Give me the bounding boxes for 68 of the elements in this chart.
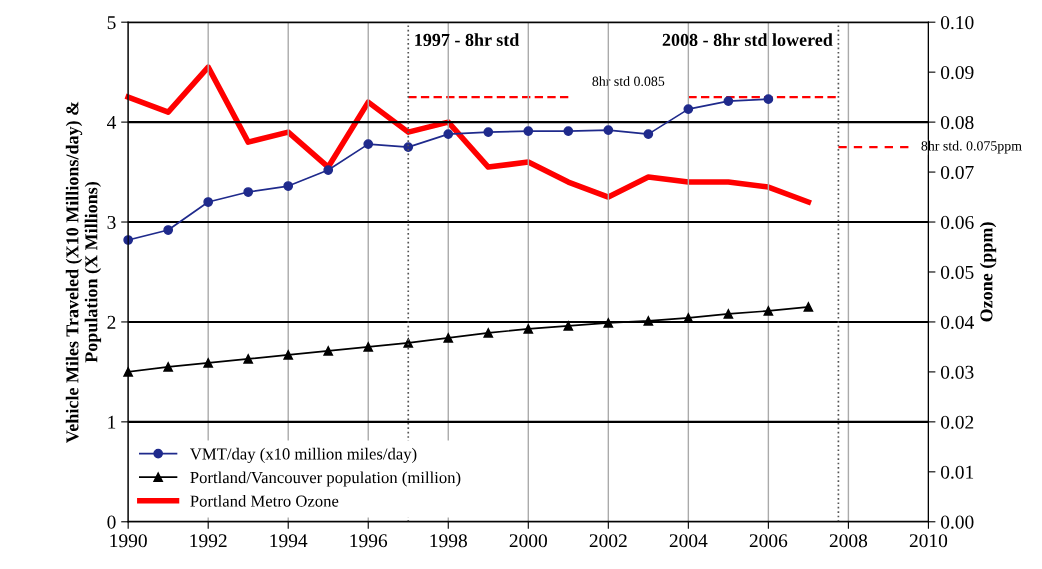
- x-tick-label: 1994: [270, 534, 308, 548]
- y2-tick-label: 0.10: [940, 16, 974, 30]
- x-tick-label: 2004: [669, 534, 708, 548]
- point: [803, 302, 814, 312]
- y2-tick-label: 0.01: [940, 465, 974, 479]
- point: [243, 187, 254, 197]
- y2-tick-label: 0.00: [940, 515, 974, 529]
- y-tick-label: 3: [107, 215, 116, 229]
- x-tick-label: 1992: [190, 534, 227, 548]
- point: [283, 350, 294, 360]
- y-tick-label: 1: [108, 415, 116, 429]
- x-tick-label: 2010: [909, 534, 948, 548]
- point: [443, 333, 454, 343]
- point: [363, 139, 374, 149]
- point: [643, 316, 654, 326]
- point: [603, 125, 614, 135]
- y-tick-label: 0: [107, 515, 116, 529]
- point: [363, 342, 374, 352]
- y-tick-label: 4: [107, 116, 117, 129]
- point: [763, 306, 774, 316]
- ref-line-label: 1997 - 8hr std: [415, 33, 520, 47]
- point: [563, 126, 574, 136]
- x-tick-label: 2008: [829, 534, 868, 548]
- y2-tick-label: 0.06: [940, 215, 974, 230]
- point: [403, 142, 414, 152]
- y2-tick-label: 0.05: [940, 265, 974, 279]
- point: [203, 197, 214, 207]
- point: [483, 127, 494, 137]
- y-tick-label: 5: [107, 16, 116, 30]
- point: [603, 318, 614, 328]
- ref-line-label: 2008 - 8hr std lowered: [662, 33, 833, 47]
- point: [683, 104, 694, 114]
- point: [523, 126, 534, 136]
- point: [723, 96, 734, 106]
- y2-tick-label: 0.08: [940, 115, 974, 130]
- point: [443, 129, 454, 139]
- point: [323, 346, 334, 356]
- series-label: 8hr std 0.085: [592, 76, 665, 87]
- y-tick-label: 2: [107, 315, 116, 329]
- point: [283, 181, 294, 191]
- x-tick-label: 2002: [589, 534, 627, 548]
- point: [643, 129, 654, 139]
- point: [323, 165, 334, 175]
- y2-tick-label: 0.07: [940, 165, 974, 180]
- point: [203, 358, 214, 368]
- y2-tick-label: 0.03: [940, 365, 974, 379]
- x-tick-label: 1998: [430, 534, 467, 548]
- point: [163, 362, 174, 372]
- x-tick-label: 2006: [749, 534, 788, 548]
- legend-label: Portland/Vancouver population (million): [190, 471, 461, 487]
- y2-tick-label: 0.02: [940, 415, 974, 429]
- legend-label: VMT/day (x10 million miles/day): [190, 447, 417, 464]
- point: [243, 354, 254, 364]
- point: [123, 367, 134, 377]
- point: [723, 309, 734, 319]
- point: [763, 94, 774, 104]
- legend-label: Portland Metro Ozone: [190, 494, 339, 507]
- y-axis-title: Vehicle Miles Traveled (X10 Millions/day) & Population (X Millions): [65, 101, 102, 443]
- y2-tick-label: 0.09: [940, 65, 974, 80]
- y2-tick-label: 0.04: [940, 315, 974, 329]
- y2-axis-title: Ozone (ppm): [979, 222, 997, 322]
- point: [163, 225, 174, 235]
- point: [523, 324, 534, 334]
- point: [483, 328, 494, 338]
- point: [563, 321, 574, 331]
- x-tick-label: 1990: [110, 534, 147, 548]
- x-tick-label: 1996: [350, 534, 388, 548]
- x-tick-label: 2000: [509, 534, 547, 548]
